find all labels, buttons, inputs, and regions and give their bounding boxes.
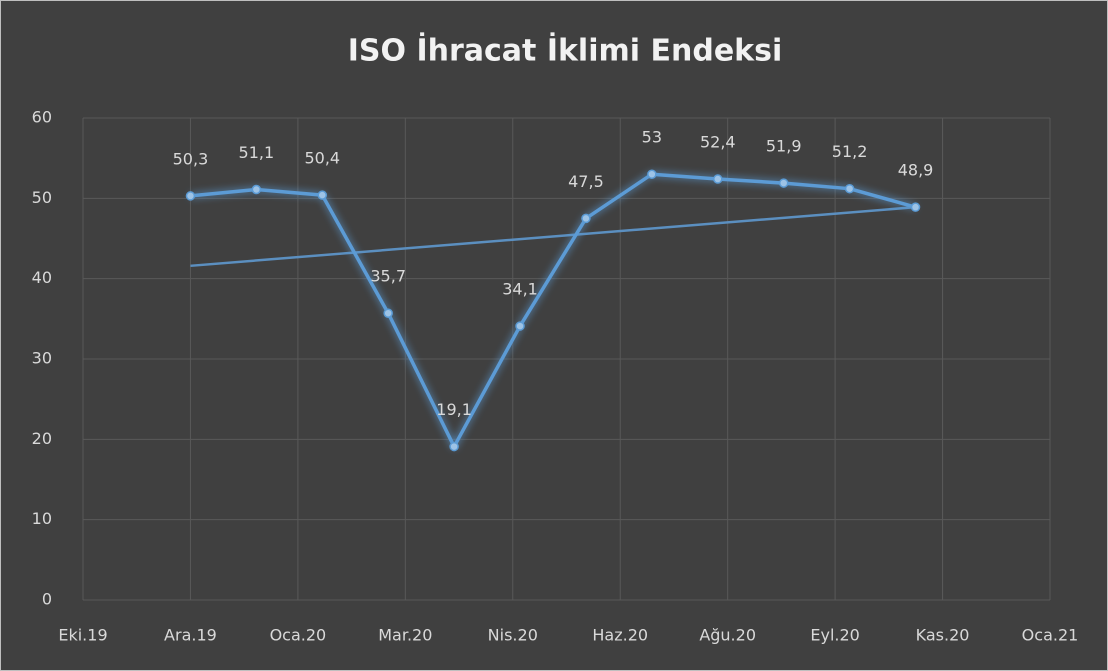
data-label: 19,1 [436,400,472,419]
y-tick-label: 60 [32,108,52,127]
x-tick-label: Eki.19 [58,626,107,645]
y-tick-label: 50 [32,188,52,207]
data-label: 51,2 [832,142,868,161]
data-point [844,183,855,194]
y-tick-label: 20 [32,429,52,448]
data-label: 47,5 [568,172,604,191]
data-point [515,321,525,331]
data-point [449,441,459,452]
x-tick-label: Eyl.20 [810,626,859,645]
y-tick-label: 30 [32,349,52,368]
data-point [185,191,196,201]
data-point [713,174,723,184]
data-label: 51,9 [766,137,802,156]
x-tick-label: Oca.21 [1022,626,1079,645]
x-tick-label: Kas.20 [916,626,970,645]
y-tick-label: 10 [32,509,52,528]
data-label: 53 [642,128,662,147]
data-point [910,202,921,212]
x-tick-label: Oca.20 [270,626,327,645]
x-tick-label: Ara.19 [164,626,217,645]
data-label: 50,3 [173,149,209,168]
x-tick-label: Mar.20 [378,626,432,645]
x-tick-label: Ağu.20 [699,626,756,645]
series-line [190,172,917,449]
data-label: 48,9 [898,161,934,180]
data-point [581,213,591,224]
data-label: 35,7 [370,267,406,286]
data-label: 52,4 [700,133,736,152]
chart-title: ISO İhracat İklimi Endeksi [348,33,783,69]
x-tick-label: Haz.20 [592,626,648,645]
data-point [317,190,328,200]
data-label: 50,4 [304,149,340,168]
y-tick-label: 40 [32,268,52,287]
data-point [383,308,393,318]
data-point [778,178,789,188]
trendline [190,205,916,268]
data-point [647,169,657,179]
y-tick-label: 0 [42,590,52,609]
data-label: 51,1 [239,143,275,162]
data-label: 34,1 [502,280,538,299]
data-point [251,184,262,195]
x-tick-label: Nis.20 [488,626,538,645]
